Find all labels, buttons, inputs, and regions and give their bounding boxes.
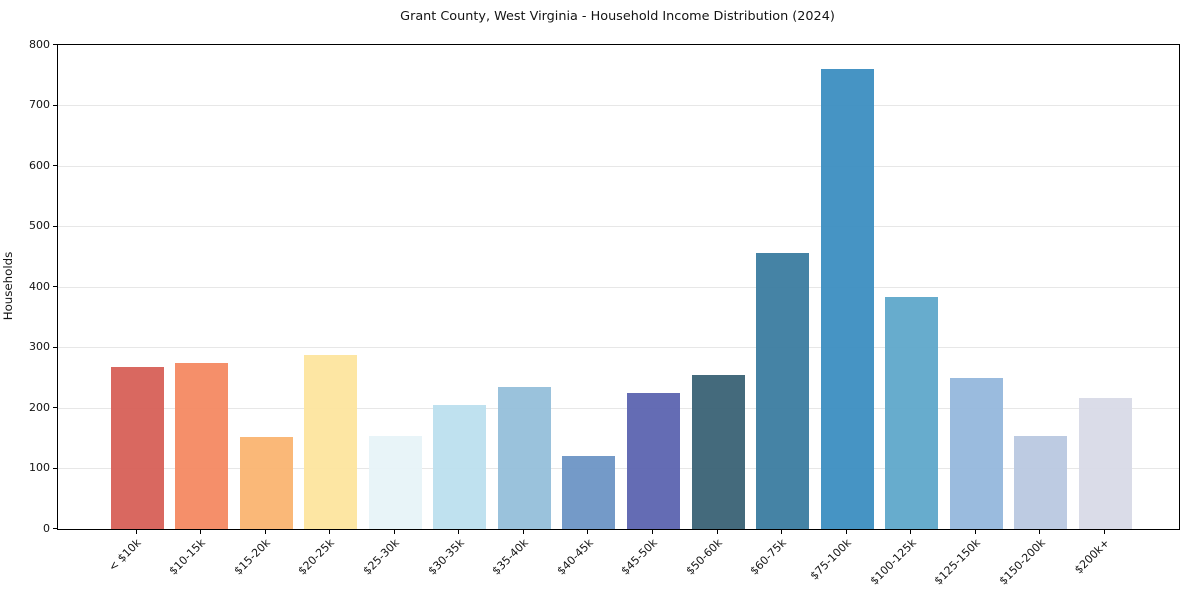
xtick-label-40-45k: $40-45k	[554, 536, 596, 578]
ytick-mark-400	[53, 286, 57, 287]
ytick-label-400: 400	[29, 279, 50, 293]
ytick-mark-800	[53, 44, 57, 45]
xtick-label-125-150k: $125-150k	[931, 536, 983, 588]
xtick-label-150-200k: $150-200k	[996, 536, 1048, 588]
bar-35-40k	[497, 386, 551, 529]
gridline-y-600	[58, 165, 1179, 167]
bar-60-75k	[756, 253, 810, 529]
xtick-label-15-20k: $15-20k	[231, 536, 273, 578]
xtick-mark-12	[910, 530, 912, 534]
gridline-y-100	[58, 468, 1179, 469]
ytick-mark-700	[53, 104, 57, 106]
bar-200k	[1079, 398, 1133, 529]
xtick-mark-9	[716, 530, 718, 534]
bar-10k	[110, 366, 164, 529]
bar-30-35k	[433, 404, 487, 529]
xtick-label-60-75k: $60-75k	[747, 536, 790, 578]
ytick-label-100: 100	[29, 461, 50, 474]
ytick-mark-300	[53, 346, 57, 348]
bar-20-25k	[304, 354, 358, 529]
xtick-label-50-60k: $50-60k	[683, 536, 725, 578]
xtick-label-30-35k: $30-35k	[425, 536, 467, 578]
bar-75-100k	[820, 68, 874, 529]
xtick-mark-11	[845, 530, 847, 534]
xtick-mark-13	[974, 530, 976, 534]
xtick-label-200k: $200k+	[1072, 536, 1113, 577]
xtick-mark-10	[781, 530, 783, 534]
ytick-mark-500	[53, 225, 57, 227]
xtick-label-10-15k: $10-15k	[166, 536, 209, 578]
ytick-label-700: 700	[29, 98, 50, 111]
xtick-label-20-25k: $20-25k	[295, 536, 338, 578]
gridline-y-400	[58, 286, 1179, 288]
xtick-mark-3	[329, 530, 331, 534]
gridline-y-300	[58, 347, 1179, 348]
bar-150-200k	[1014, 436, 1068, 529]
chart-title: Grant County, West Virginia - Household …	[400, 9, 835, 24]
bar-25-30k	[368, 435, 422, 529]
ytick-mark-600	[53, 165, 57, 166]
xtick-mark-5	[458, 530, 460, 534]
xtick-label-100-125k: $100-125k	[867, 536, 919, 588]
bar-45-50k	[627, 392, 681, 529]
xtick-mark-15	[1104, 530, 1106, 534]
bar-50-60k	[691, 375, 745, 529]
ytick-mark-200	[53, 407, 57, 408]
ytick-mark-0	[53, 528, 57, 529]
gridline-y-500	[58, 226, 1179, 227]
ytick-mark-100	[53, 467, 57, 469]
ytick-label-800: 800	[29, 37, 50, 51]
xtick-label-45-50k: $45-50k	[618, 536, 661, 578]
bar-10-15k	[175, 362, 229, 529]
ytick-label-300: 300	[29, 340, 50, 353]
bar-15-20k	[239, 437, 293, 529]
bar-40-45k	[562, 456, 616, 529]
xtick-mark-7	[587, 530, 589, 534]
xtick-mark-8	[652, 530, 654, 534]
xtick-mark-6	[522, 530, 524, 534]
xtick-label-25-30k: $25-30k	[360, 536, 402, 578]
gridline-y-200	[58, 407, 1179, 409]
ytick-label-500: 500	[29, 219, 50, 232]
ytick-label-0: 0	[43, 521, 50, 535]
bar-100-125k	[885, 297, 939, 529]
xtick-mark-14	[1039, 530, 1041, 534]
ytick-label-600: 600	[29, 158, 50, 172]
xtick-label-10k: < $10k	[105, 536, 144, 574]
xtick-label-35-40k: $35-40k	[489, 536, 531, 578]
xtick-label-75-100k: $75-100k	[807, 536, 854, 583]
plot-area	[57, 44, 1180, 530]
xtick-mark-0	[135, 530, 137, 534]
gridline-y-700	[58, 105, 1179, 106]
xtick-mark-1	[200, 530, 202, 534]
xtick-mark-2	[264, 530, 266, 534]
xtick-mark-4	[393, 530, 395, 534]
ytick-label-200: 200	[29, 400, 50, 414]
bar-125-150k	[949, 377, 1003, 529]
